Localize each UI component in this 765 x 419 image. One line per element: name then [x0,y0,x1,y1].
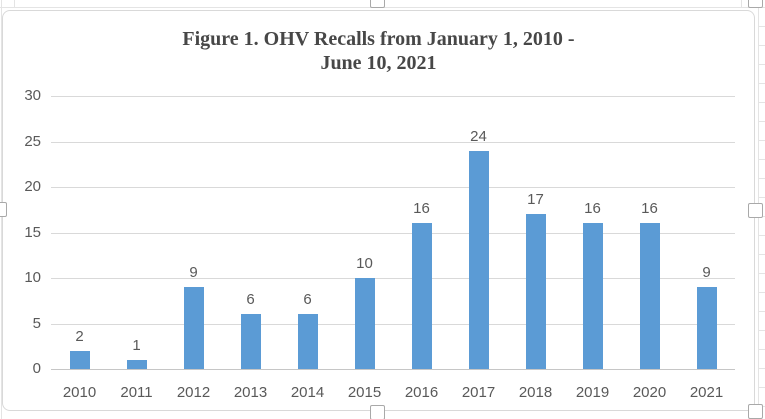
sheet-row-line [758,273,765,274]
x-axis-tick-label: 2010 [62,384,97,401]
y-axis-tick-label: 30 [24,87,41,104]
selection-handle-bottom-right[interactable] [748,404,763,419]
x-axis-tick-label: 2020 [632,384,667,401]
sheet-row-line [758,254,765,255]
selection-handle-left-middle[interactable] [0,202,7,217]
data-label: 6 [303,291,312,309]
x-axis-tick-label: 2021 [689,384,724,401]
sheet-row-line [758,178,765,179]
data-label: 16 [584,200,601,218]
bar-2020[interactable] [639,223,660,369]
x-axis-tick-label: 2019 [575,384,610,401]
x-axis-tick-label: 2018 [518,384,553,401]
sheet-row-line [758,197,765,198]
bar-2015[interactable] [354,278,375,369]
chart-title-line-1: Figure 1. OHV Recalls from January 1, 20… [182,28,575,50]
selection-handle-top-right[interactable] [748,0,763,8]
plot-area[interactable]: 0 5 10 15 20 25 30 2 2010 1 2011 9 2012 6 2013 6 2014 10 2… [3,11,754,410]
sheet-row-line [758,349,765,350]
x-axis-tick-label: 2016 [404,384,439,401]
x-axis-line [51,369,735,370]
y-axis-tick-label: 0 [32,360,41,377]
data-label: 9 [189,264,198,282]
bar-2018[interactable] [525,214,546,369]
sheet-row-line [758,102,765,103]
gridline [51,187,735,188]
bar-2014[interactable] [297,314,318,369]
sheet-row-line [758,235,765,236]
bar-2017[interactable] [468,150,489,369]
data-label: 16 [413,200,430,218]
gridline [51,323,735,325]
data-label: 16 [641,200,658,218]
y-axis-tick-label: 20 [24,178,41,195]
gridline [51,96,735,97]
sheet-row-line [758,83,765,84]
sheet-row-line [758,292,765,293]
x-axis-tick-label: 2013 [233,384,268,401]
sheet-row-line [758,159,765,160]
x-axis-tick-label: 2011 [120,384,153,401]
selection-handle-right-middle[interactable] [748,203,763,218]
bar-2016[interactable] [411,223,432,369]
data-label: 6 [246,291,255,309]
data-label: 24 [470,127,487,145]
data-label: 2 [75,327,84,345]
chart-object[interactable]: Figure 1. OHV Recalls from January 1, 20… [2,10,755,411]
gridline [51,141,735,143]
sheet-row-line [758,64,765,65]
sheet-column-line [14,0,15,7]
bar-2010[interactable] [69,350,90,369]
sheet-row-line [758,387,765,388]
bar-2012[interactable] [183,287,204,369]
data-label: 9 [702,264,711,282]
y-axis-tick-label: 5 [32,314,41,332]
x-axis-tick-label: 2017 [461,384,496,401]
y-axis-tick-label: 25 [24,132,41,150]
x-axis-tick-label: 2014 [290,384,325,401]
sheet-column-line [741,0,742,7]
bar-2013[interactable] [240,314,261,369]
data-label: 10 [356,255,373,272]
sheet-row-line [758,330,765,331]
x-axis-tick-label: 2012 [176,384,211,401]
y-axis-tick-label: 10 [24,269,41,286]
selection-handle-bottom-middle[interactable] [370,405,385,419]
sheet-row-line [758,121,765,122]
sheet-row-line [758,368,765,369]
x-axis-tick-label: 2015 [347,384,382,401]
bar-2021[interactable] [696,287,717,369]
chart-title-line-2: June 10, 2021 [320,52,437,74]
bar-2019[interactable] [582,223,603,369]
gridline [51,232,735,234]
sheet-row-line [758,45,765,46]
data-label: 1 [132,336,141,354]
chart-title[interactable]: Figure 1. OHV Recalls from January 1, 20… [3,27,754,75]
sheet-row-line [758,140,765,141]
sheet-row-line [758,26,765,27]
gridline [51,278,735,279]
bar-2011[interactable] [126,359,147,369]
sheet-row-line [758,311,765,312]
y-axis-tick-label: 15 [24,223,41,241]
selection-handle-top-middle[interactable] [370,0,385,8]
data-label: 17 [527,191,544,209]
